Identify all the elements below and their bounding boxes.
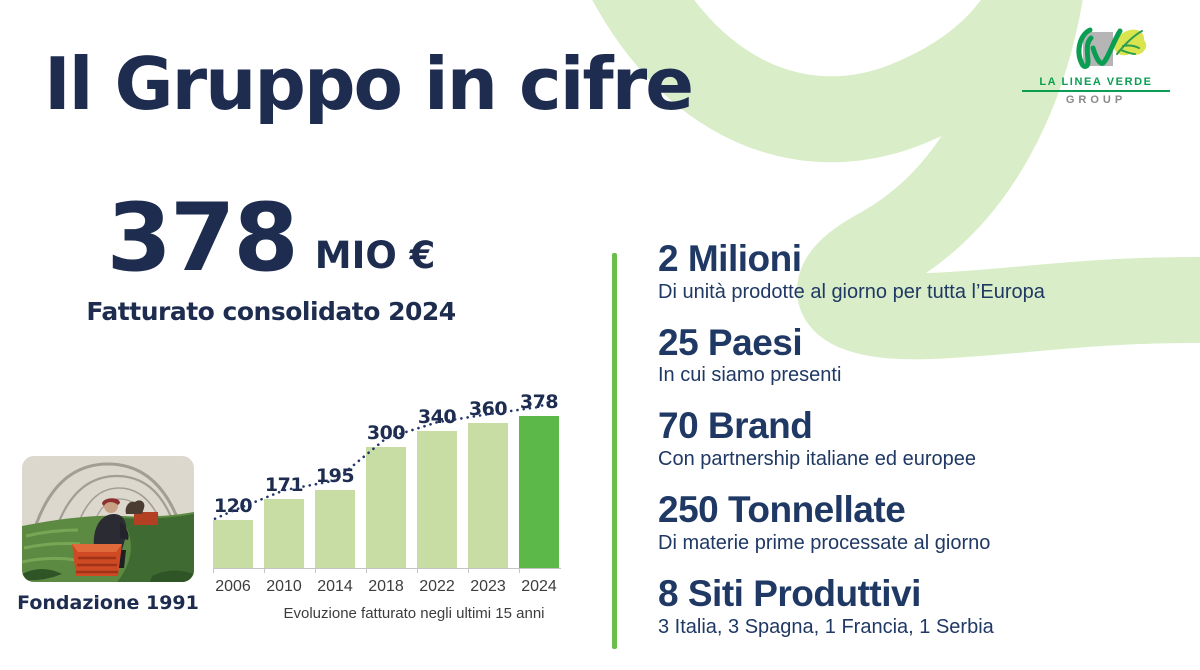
- year-label: 2024: [521, 578, 557, 595]
- stat-description: Di materie prime processate al giorno: [658, 531, 991, 554]
- year-label: 2022: [419, 578, 455, 595]
- chart-bars: 120 171 195 300: [213, 368, 561, 568]
- bar-2010: [264, 499, 304, 568]
- stats-column: 2 Milioni Di unità prodotte al giorno pe…: [658, 240, 1188, 659]
- page-title: Il Gruppo in cifre: [44, 42, 694, 126]
- founding-photo: [22, 456, 194, 582]
- stat-description: Con partnership italiane ed europee: [658, 448, 976, 471]
- logo-leaf-veins: [1116, 30, 1143, 55]
- logo-text-brand: LA LINEA VERDE: [1022, 76, 1170, 92]
- stat-description: 3 Italia, 3 Spagna, 1 Francia, 1 Serbia: [658, 615, 994, 638]
- revenue-unit: MIO €: [314, 233, 436, 277]
- stat-value: 250 Tonnellate: [658, 489, 906, 531]
- revenue-bar-chart: 120 171 195 300: [213, 368, 561, 622]
- stat-value: 25 Paesi: [658, 321, 803, 363]
- chart-x-axis: [213, 568, 561, 573]
- stat-description: Di unità prodotte al giorno per tutta l’…: [658, 280, 1045, 303]
- stat-countries: 25 Paesi In cui siamo presenti: [658, 321, 1188, 388]
- logo-text-group: GROUP: [1065, 94, 1127, 106]
- bar-2022: [417, 431, 457, 568]
- revenue-value: 378: [106, 184, 299, 293]
- bar-2018: [366, 447, 406, 568]
- stat-units-per-day: 2 Milioni Di unità prodotte al giorno pe…: [658, 240, 1188, 304]
- chart-caption: Evoluzione fatturato negli ultimi 15 ann…: [283, 605, 545, 622]
- stat-value: 2 Milioni: [658, 238, 802, 279]
- bar-value-label: 378: [519, 391, 559, 413]
- year-label: 2023: [470, 578, 506, 595]
- year-label: 2014: [317, 578, 353, 595]
- year-label: 2006: [215, 578, 251, 595]
- stat-brands: 70 Brand Con partnership italiane ed eur…: [658, 407, 1188, 471]
- logo-letter-v: [1090, 28, 1123, 66]
- revenue-caption: Fatturato consolidato 2024: [86, 296, 456, 326]
- chart-year-labels: 2006 2010 2014 2018 2022 2023 2024: [213, 578, 561, 596]
- bar-2014: [315, 490, 355, 568]
- bar-column-2024: 378: [519, 391, 559, 568]
- logo-letter-l: [1076, 27, 1094, 69]
- stat-value: 8 Siti Produttivi: [658, 572, 921, 614]
- bar-value-label: 300: [366, 422, 406, 444]
- year-label: 2010: [266, 578, 302, 595]
- stat-production-sites: 8 Siti Produttivi 3 Italia, 3 Spagna, 1 …: [658, 575, 1188, 639]
- company-logo: LA LINEA VERDE GROUP: [1022, 24, 1170, 106]
- bar-2006: [213, 520, 253, 568]
- bar-value-label: 360: [468, 398, 508, 420]
- bar-column-2014: 195: [315, 465, 355, 568]
- bar-value-label: 195: [315, 465, 355, 487]
- bar-column-2023: 360: [468, 398, 508, 568]
- la-linea-verde-logo-icon: [1076, 27, 1147, 69]
- bar-value-label: 340: [417, 406, 457, 428]
- bar-column-2018: 300: [366, 422, 406, 568]
- stat-value: 70 Brand: [658, 405, 813, 447]
- bar-column-2010: 171: [264, 474, 304, 568]
- bar-column-2022: 340: [417, 406, 457, 568]
- bar-2024-highlight: [519, 416, 559, 568]
- bar-value-label: 120: [213, 495, 253, 517]
- stat-tonnes: 250 Tonnellate Di materie prime processa…: [658, 491, 1188, 555]
- greenhouse-photo-illustration: [22, 456, 194, 582]
- bar-column-2006: 120: [213, 495, 253, 568]
- year-label: 2018: [368, 578, 404, 595]
- stat-description: In cui siamo presenti: [658, 364, 842, 387]
- founding-caption: Fondazione 1991: [17, 592, 199, 614]
- bar-value-label: 171: [264, 474, 304, 496]
- revenue-headline: 378 MIO € Fatturato consolidato 2024: [85, 184, 457, 326]
- vertical-divider: [612, 253, 617, 649]
- bar-2023: [468, 423, 508, 568]
